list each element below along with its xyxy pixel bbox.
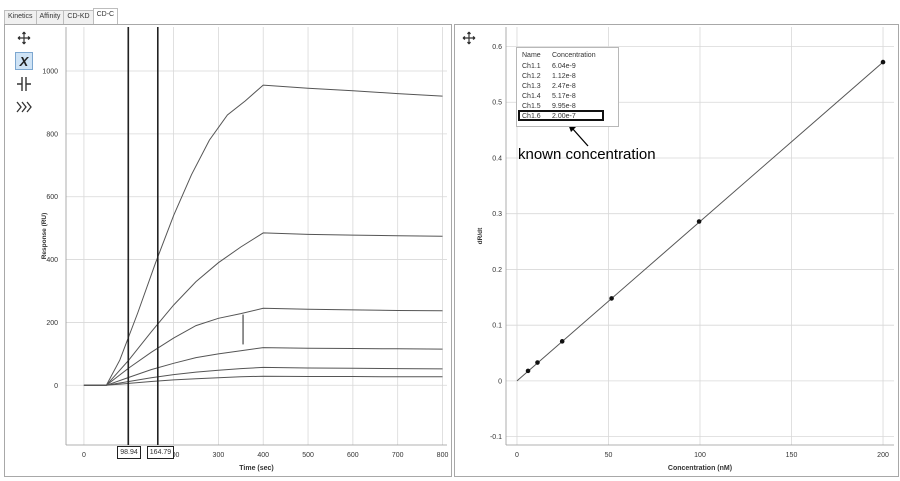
legend-value: 9.95e-8 bbox=[552, 103, 576, 110]
known-concentration-annotation: known concentration bbox=[518, 146, 656, 163]
cursor-value-1[interactable]: 98.94 bbox=[117, 446, 141, 459]
legend-name: Ch1.1 bbox=[522, 63, 541, 70]
tab-cd-kd[interactable]: CD-KD bbox=[63, 10, 94, 24]
legend-name: Ch1.4 bbox=[522, 93, 541, 100]
legend-highlight-box bbox=[518, 110, 604, 121]
legend-name: Ch1.3 bbox=[522, 83, 541, 90]
legend-name: Ch1.6 bbox=[522, 113, 541, 120]
chevrons-right-icon[interactable] bbox=[15, 98, 33, 116]
vertical-cursor-icon[interactable] bbox=[15, 75, 33, 93]
legend-value: 2.00e-7 bbox=[552, 113, 576, 120]
legend-value: 6.04e-9 bbox=[552, 63, 576, 70]
tab-bar: Kinetics Affinity CD-KD CD-C bbox=[4, 8, 119, 24]
legend-value: 1.12e-8 bbox=[552, 73, 576, 80]
sensorgram-panel bbox=[4, 24, 452, 477]
tab-kinetics[interactable]: Kinetics bbox=[4, 10, 37, 24]
concentration-legend: Name Concentration Ch1.1 6.04e-9 Ch1.2 1… bbox=[516, 47, 619, 127]
x-axis-tool-button[interactable]: X bbox=[15, 52, 33, 70]
legend-value: 2.47e-8 bbox=[552, 83, 576, 90]
tab-affinity[interactable]: Affinity bbox=[35, 10, 65, 24]
legend-name: Ch1.5 bbox=[522, 103, 541, 110]
move-arrows-icon[interactable] bbox=[15, 29, 33, 47]
cursor-value-2[interactable]: 164.79 bbox=[146, 446, 175, 459]
legend-header-name: Name bbox=[522, 52, 541, 59]
tab-cd-c[interactable]: CD-C bbox=[92, 8, 119, 24]
legend-value: 5.17e-8 bbox=[552, 93, 576, 100]
legend-header-concentration: Concentration bbox=[552, 52, 596, 59]
right-move-arrows-icon[interactable] bbox=[460, 29, 478, 47]
legend-name: Ch1.2 bbox=[522, 73, 541, 80]
